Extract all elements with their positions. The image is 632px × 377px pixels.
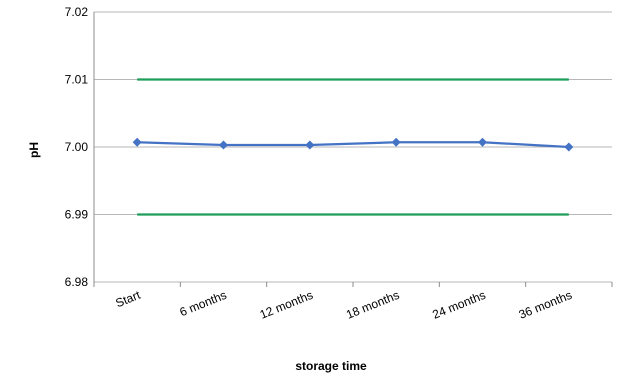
series-group [132,78,574,216]
data-point-marker [564,142,574,152]
data-point-marker [478,137,487,147]
axes [93,12,613,287]
data-point-marker [305,140,315,150]
x-tick-label: Start [114,288,143,311]
y-tick-label: 7.02 [65,5,89,19]
tick-labels: 6.98 6.99 7.00 7.01 7.02 Start 6 months 12 mont… [65,5,574,322]
x-axis-title: storage time [295,359,367,373]
x-tick-label: 24 months [430,288,487,322]
data-point-marker [132,137,142,147]
data-point-marker [219,140,228,150]
x-tick-label: 18 months [344,288,401,322]
y-tick-label: 6.98 [65,275,89,289]
series-line-0 [137,141,569,149]
x-tick-label: 12 months [258,288,315,322]
y-axis-title: pH [27,142,41,158]
y-tick-label: 6.99 [65,208,89,222]
gridlines [94,11,612,283]
x-tick-label: 6 months [178,288,229,319]
y-tick-label: 7.00 [65,140,89,154]
x-tick-label: 36 months [517,288,574,322]
y-tick-label: 7.01 [65,73,89,87]
data-point-marker [391,137,401,147]
